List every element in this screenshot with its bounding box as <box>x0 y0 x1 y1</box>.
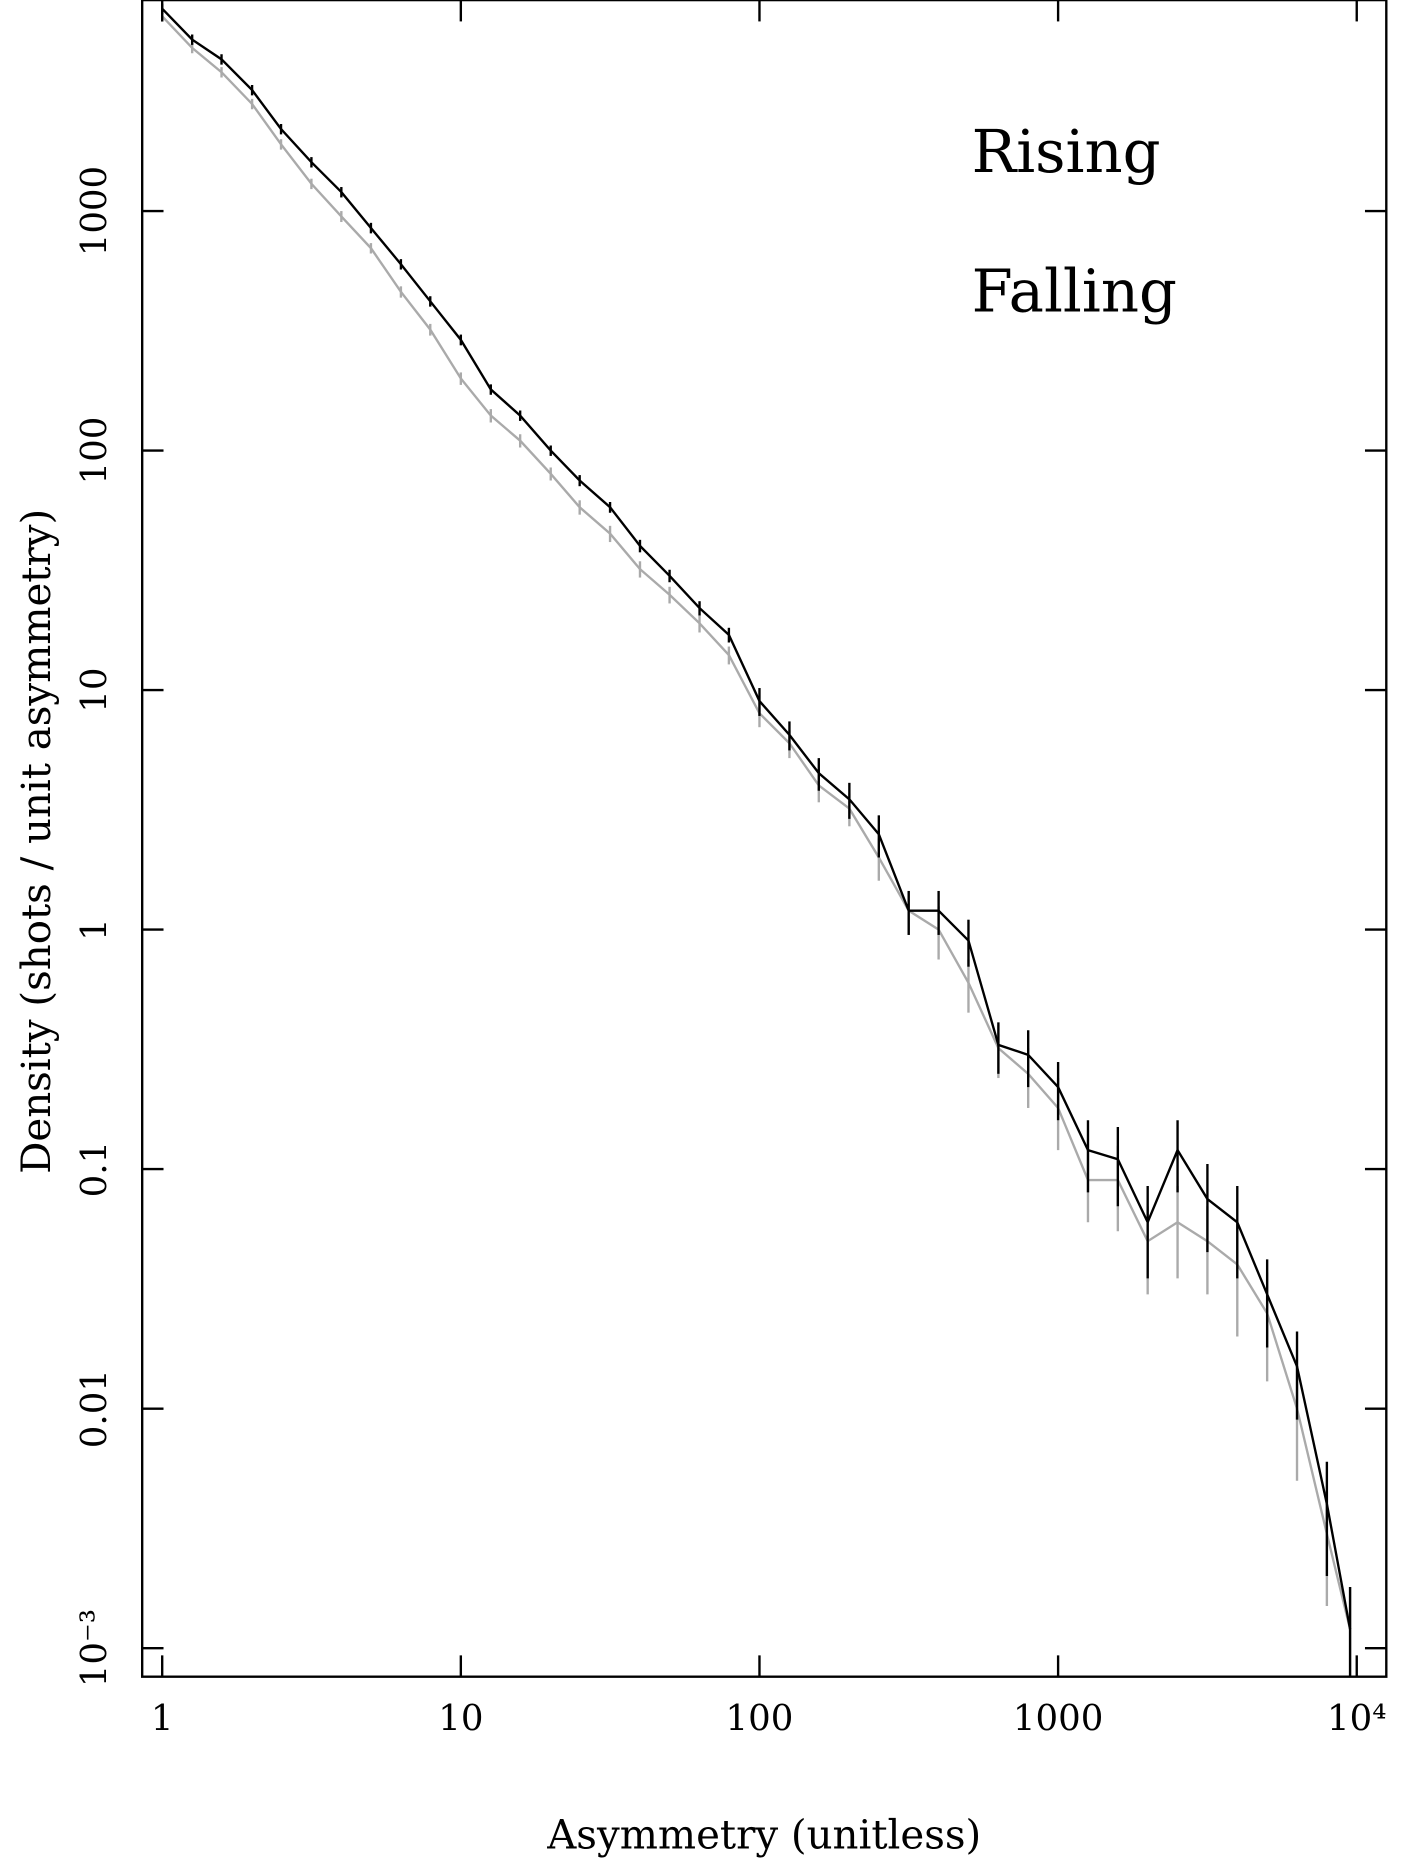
y-tick-label: 100 <box>74 417 115 485</box>
y-tick-label: 10⁻³ <box>74 1609 115 1687</box>
y-tick-label: 10 <box>74 667 115 712</box>
y-tick-label: 1000 <box>74 166 115 256</box>
x-tick-label: 10 <box>438 1698 483 1739</box>
series-line <box>161 7 1352 1630</box>
x-tick-label: 1000 <box>1013 1698 1103 1739</box>
legend-entry: Falling <box>972 257 1177 326</box>
x-tick-label: 10⁴ <box>1327 1698 1386 1739</box>
plot-area <box>161 3 1352 1677</box>
y-tick-label: 1 <box>74 918 115 941</box>
legend-entry: Rising <box>972 117 1161 186</box>
x-axis-label: Asymmetry (unitless) <box>546 1812 981 1858</box>
y-axis-label: Density (shots / unit asymmetry) <box>14 509 60 1174</box>
x-tick-label: 1 <box>151 1698 174 1739</box>
plot-frame <box>141 0 1388 1678</box>
y-tick-label: 0.1 <box>74 1141 115 1198</box>
x-tick-label: 100 <box>726 1698 794 1739</box>
y-tick-label: 0.01 <box>74 1369 115 1448</box>
